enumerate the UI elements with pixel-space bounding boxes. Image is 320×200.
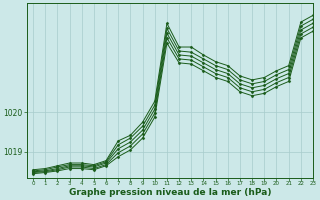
X-axis label: Graphe pression niveau de la mer (hPa): Graphe pression niveau de la mer (hPa)	[69, 188, 271, 197]
